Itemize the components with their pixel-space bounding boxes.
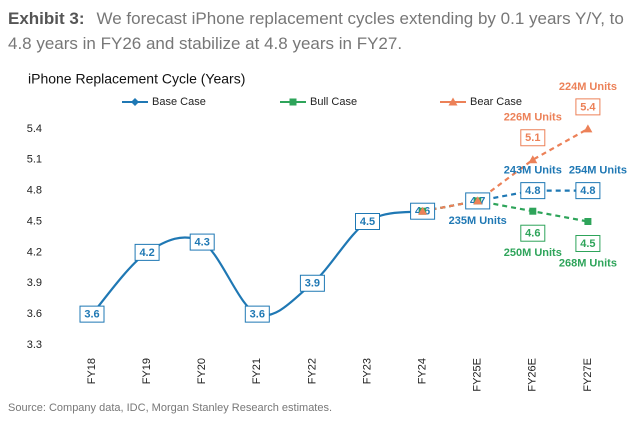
x-tick-label: FY18: [86, 358, 98, 384]
legend-item: Bear Case: [440, 96, 522, 108]
forecast-line: [422, 127, 589, 213]
marker: [529, 207, 537, 215]
source: Source: Company data, IDC, Morgan Stanle…: [8, 402, 332, 414]
legend-label: Bull Case: [310, 96, 357, 108]
x-tick-label: FY22: [306, 358, 318, 384]
data-label: 4.8: [525, 185, 540, 197]
annotation: 224M Units: [559, 81, 617, 93]
data-label: 3.6: [250, 309, 265, 321]
x-tick-label: FY19: [141, 358, 153, 384]
x-tick-label: FY23: [361, 358, 373, 384]
y-tick-label: 4.2: [27, 246, 42, 258]
y-tick-label: 5.4: [27, 123, 42, 135]
marker: [448, 97, 458, 106]
x-tick-label: FY25E: [472, 358, 484, 392]
y-tick-label: 5.1: [27, 154, 42, 166]
label-box: [355, 213, 380, 230]
y-tick-label: 3.3: [27, 339, 42, 351]
legend-label: Bear Case: [470, 96, 522, 108]
data-label: 4.6: [525, 228, 540, 240]
marker: [131, 98, 139, 106]
forecast-line: [422, 189, 588, 213]
x-tick-label: FY24: [417, 358, 429, 384]
headline: We forecast iPhone replacement cycles ex…: [8, 9, 624, 53]
data-label: 4.5: [580, 238, 595, 250]
data-label: 4.3: [195, 236, 210, 248]
marker: [418, 206, 428, 215]
annotation: 226M Units: [504, 112, 562, 124]
marker: [528, 155, 538, 164]
annotation: 235M Units: [449, 215, 507, 227]
x-tick-label: FY26E: [527, 358, 539, 392]
label-box: [520, 182, 546, 200]
label-box: [575, 235, 601, 252]
legend-item: Bull Case: [280, 96, 357, 108]
label-box: [520, 129, 546, 147]
annotation: 254M Units: [569, 165, 627, 177]
data-label: 3.9: [305, 278, 320, 290]
label-box: [79, 305, 105, 323]
data-label: 4.5: [360, 216, 375, 228]
legend-label: Base Case: [152, 96, 206, 108]
label-box: [134, 243, 160, 261]
x-tick-label: FY27E: [582, 358, 594, 392]
data-label: 3.6: [84, 309, 99, 321]
annotation: 243M Units: [504, 165, 562, 177]
data-label: 4.2: [139, 247, 154, 259]
label-box: [189, 233, 215, 251]
data-label: 4.8: [580, 185, 595, 197]
exhibit-label: Exhibit 3:: [8, 9, 85, 28]
label-box: [520, 224, 546, 242]
marker: [289, 98, 297, 106]
y-tick-label: 3.6: [27, 308, 42, 320]
label-box: [299, 274, 325, 292]
label-box: [575, 182, 601, 200]
x-tick-label: FY21: [251, 358, 263, 384]
data-label: 5.1: [525, 132, 540, 144]
annotation: 268M Units: [559, 257, 617, 269]
label-box: [244, 305, 270, 323]
marker: [473, 196, 483, 205]
marker: [584, 218, 592, 225]
marker: [583, 124, 593, 133]
annotation: 250M Units: [504, 247, 562, 259]
y-tick-label: 4.8: [27, 185, 42, 197]
x-tick-label: FY20: [196, 358, 208, 384]
data-label: 5.4: [580, 101, 596, 113]
label-box: [575, 98, 601, 116]
chart-title: iPhone Replacement Cycle (Years): [28, 71, 245, 87]
y-tick-label: 3.9: [27, 277, 42, 289]
y-tick-label: 4.5: [27, 215, 42, 227]
header: Exhibit 3: We forecast iPhone replacement…: [8, 6, 636, 56]
legend-item: Base Case: [122, 96, 206, 108]
